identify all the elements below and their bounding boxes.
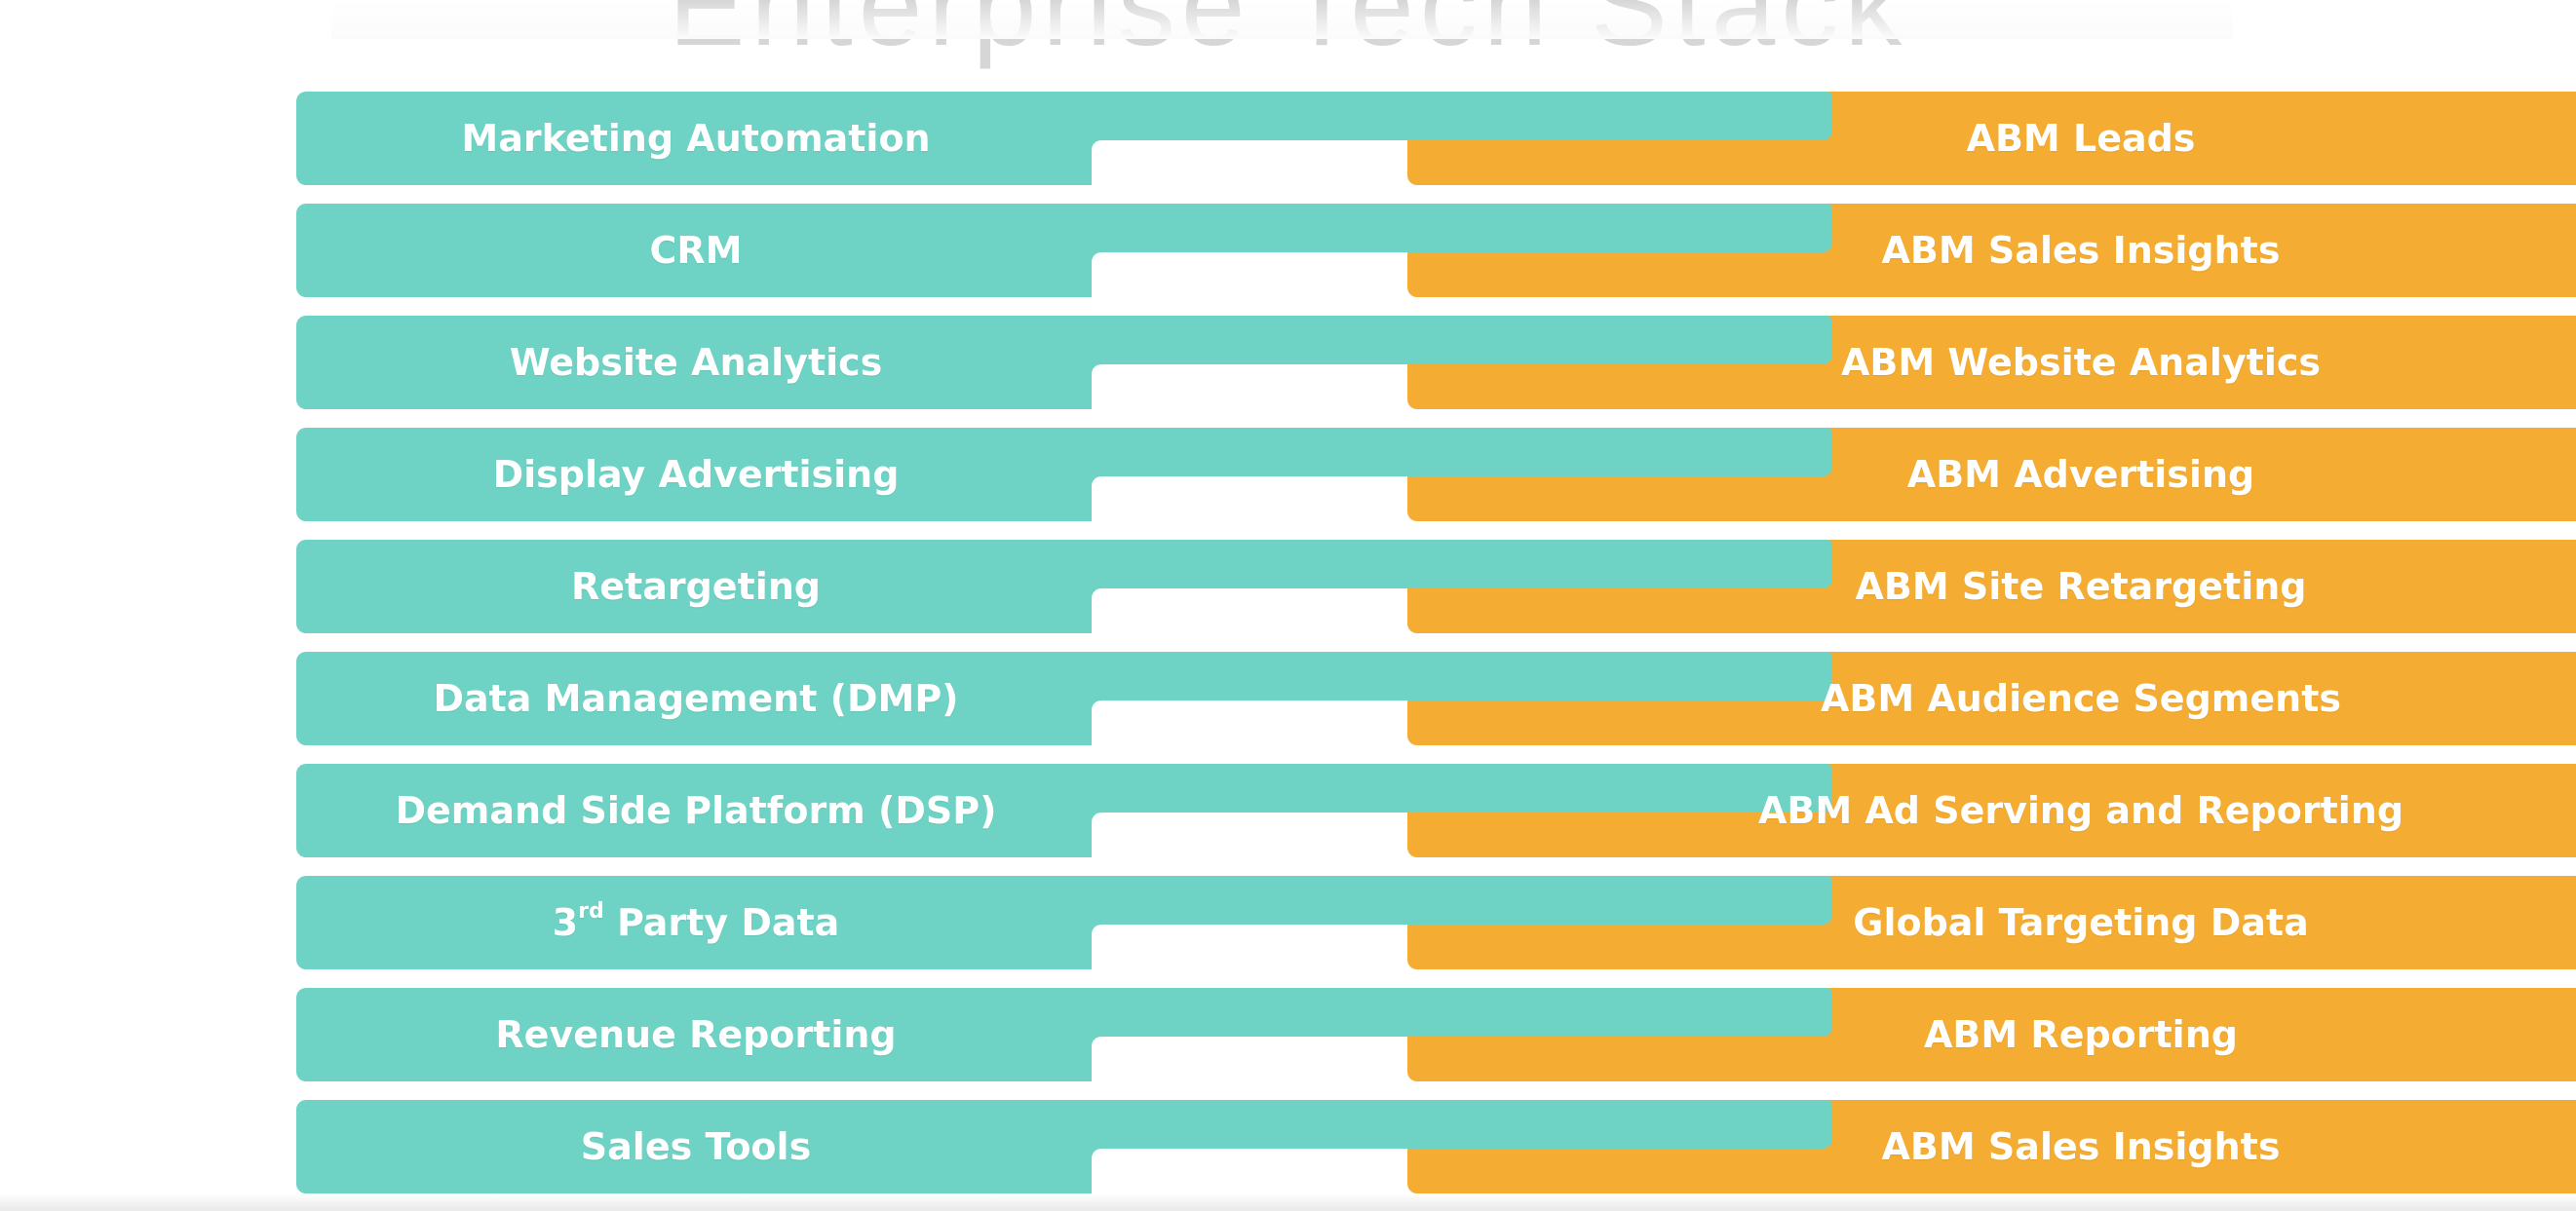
left-label-prefix: 3 [552,901,579,944]
left-bar [296,764,1520,857]
right-label: ABM Leads [1966,117,2196,160]
left-label: Data Management (DMP) [433,677,959,720]
right-label: ABM Sales Insights [1881,229,2281,272]
right-label: ABM Website Analytics [1841,341,2321,384]
right-label: ABM Advertising [1906,453,2255,496]
left-bar-tab [1403,540,1832,588]
left-bar-tab [1403,92,1832,140]
mapping-row: Website Analytics ABM Website Analytics [296,316,2576,411]
mapping-row: Display Advertising ABM Advertising [296,428,2576,523]
left-label-rest: Party Data [603,901,840,944]
left-label: Revenue Reporting [495,1013,897,1056]
mapping-row: 3rd Party Data Global Targeting Data [296,876,2576,971]
left-bar-tab [1403,988,1832,1037]
right-label: ABM Ad Serving and Reporting [1757,789,2404,832]
left-bar-tab [1403,316,1832,364]
left-label: 3rd Party Data [296,876,1096,969]
left-bar [296,316,1520,409]
right-label: ABM Sales Insights [1881,1125,2281,1168]
right-label: ABM Audience Segments [1820,677,2341,720]
mapping-row: Sales Tools ABM Sales Insights [296,1100,2576,1195]
mapping-row: CRM ABM Sales Insights [296,204,2576,299]
left-bar [296,1100,1520,1193]
ordinal-suffix: rd [578,899,604,925]
mapping-row: Data Management (DMP) ABM Audience Segme… [296,652,2576,747]
left-label: Retargeting [571,565,821,608]
left-label: Marketing Automation [461,117,931,160]
left-bar-tab [1403,764,1832,813]
left-bar-tab [1403,652,1832,700]
mapping-row: Marketing Automation ABM Leads [296,92,2576,187]
left-bar-tab [1403,204,1832,252]
mapping-row: Demand Side Platform (DSP) ABM Ad Servin… [296,764,2576,859]
mapping-rows: Marketing Automation ABM Leads CRM ABM S… [296,92,2576,1211]
right-label: Global Targeting Data [1853,901,2309,944]
left-label: Sales Tools [580,1125,812,1168]
left-label: CRM [649,229,743,272]
right-label: ABM Site Retargeting [1855,565,2307,608]
left-label: Display Advertising [492,453,900,496]
mapping-row: Revenue Reporting ABM Reporting [296,988,2576,1083]
left-bar-tab [1403,428,1832,476]
left-bar [296,92,1520,185]
left-bar-tab [1403,876,1832,925]
bottom-fade [0,1193,2576,1211]
right-label: ABM Reporting [1924,1013,2238,1056]
left-label: Demand Side Platform (DSP) [395,789,997,832]
left-label: Website Analytics [509,341,883,384]
left-bar-tab [1403,1100,1832,1149]
mapping-row: Retargeting ABM Site Retargeting [296,540,2576,635]
title-fade [331,0,2232,39]
